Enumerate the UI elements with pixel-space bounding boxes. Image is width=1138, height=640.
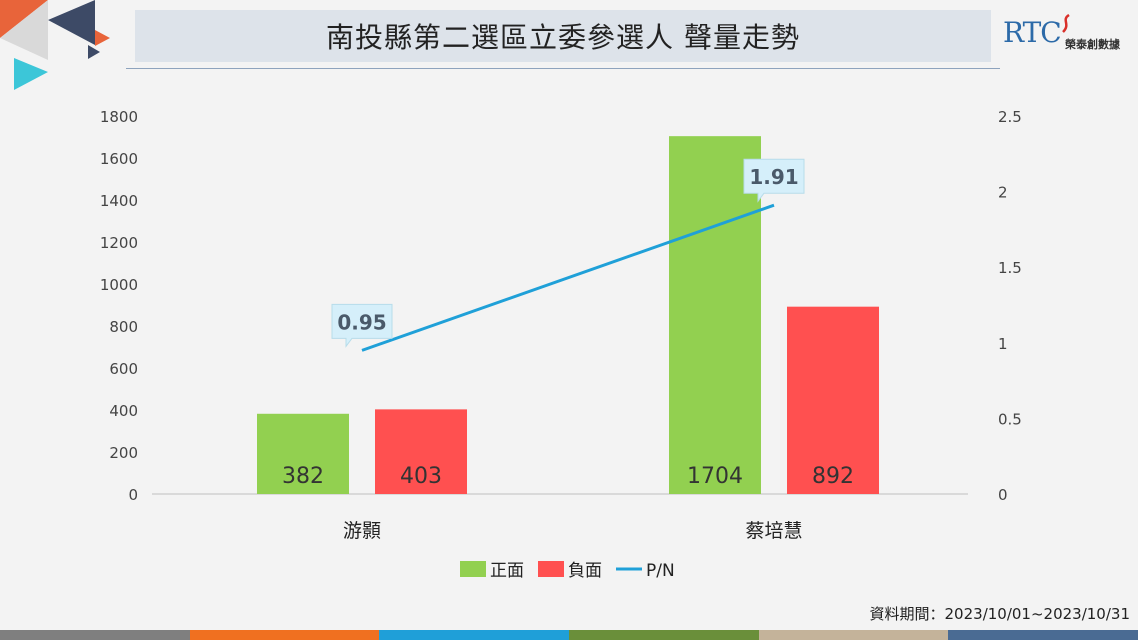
triangle-small-navy — [88, 45, 100, 59]
triangle-grey — [0, 0, 48, 60]
y-left-tick-label: 1400 — [100, 192, 138, 210]
triangle-cyan — [14, 58, 48, 90]
y-left-tick-label: 1000 — [100, 276, 138, 294]
ratio-callout-bubble — [331, 303, 393, 348]
footer-color-segment — [0, 630, 190, 640]
negative-bar — [375, 409, 467, 494]
footer-color-segment — [379, 630, 570, 640]
y-right-tick-label: 2 — [998, 184, 1008, 202]
title-divider — [126, 68, 1000, 69]
y-left-tick-label: 1200 — [100, 234, 138, 252]
y-left-tick-label: 800 — [109, 318, 138, 336]
positive-bar — [669, 136, 761, 494]
y-right-tick-label: 0.5 — [998, 410, 1022, 428]
legend-swatch — [460, 561, 486, 577]
legend-label: P/N — [646, 561, 675, 581]
bar-value-label: 403 — [400, 464, 442, 489]
y-right-tick-label: 0 — [998, 486, 1008, 504]
legend-swatch — [538, 561, 564, 577]
title-banner: 南投縣第二選區立委參選人 聲量走勢 — [135, 10, 991, 62]
ratio-value-label: 0.95 — [337, 310, 386, 334]
decorative-triangles — [0, 0, 110, 90]
logo-subtitle: 榮泰創數據 — [1065, 38, 1120, 51]
legend-label: 正面 — [490, 561, 524, 581]
y-left-tick-label: 0 — [128, 486, 138, 504]
y-left-tick-label: 400 — [109, 402, 138, 420]
logo-swirl-icon — [1062, 14, 1070, 33]
y-right-tick-label: 1 — [998, 335, 1008, 353]
negative-bar — [787, 306, 879, 494]
category-label: 蔡培慧 — [745, 520, 802, 542]
y-left-tick-label: 1800 — [100, 108, 138, 126]
y-right-tick-label: 2.5 — [998, 108, 1022, 126]
category-label: 游顥 — [343, 520, 381, 542]
bar-value-label: 892 — [812, 464, 854, 489]
y-left-tick-label: 600 — [109, 360, 138, 378]
data-period-note: 資料期間：2023/10/01~2023/10/31 — [869, 605, 1130, 623]
bar-value-label: 382 — [282, 464, 324, 489]
footer-color-bar — [0, 630, 1138, 640]
footer-color-segment — [189, 630, 380, 640]
triangle-navy — [48, 0, 95, 45]
ratio-line — [361, 203, 775, 352]
rtc-logo: RTC 榮泰創數據 — [1003, 14, 1135, 54]
footer-color-segment — [758, 630, 949, 640]
bar-value-label: 1704 — [687, 464, 743, 489]
triangle-small-orange — [95, 30, 110, 46]
y-right-tick-label: 1.5 — [998, 259, 1022, 277]
footer-color-segment — [569, 630, 759, 640]
y-left-tick-label: 200 — [109, 444, 138, 462]
y-left-tick-label: 1600 — [100, 150, 138, 168]
positive-bar — [257, 413, 349, 494]
legend-label: 負面 — [568, 561, 602, 581]
ratio-value-label: 1.91 — [749, 165, 798, 189]
page-title: 南投縣第二選區立委參選人 聲量走勢 — [326, 21, 800, 54]
footer-color-segment — [948, 630, 1138, 640]
ratio-callout-bubble — [743, 158, 805, 203]
logo-text: RTC — [1003, 16, 1062, 49]
